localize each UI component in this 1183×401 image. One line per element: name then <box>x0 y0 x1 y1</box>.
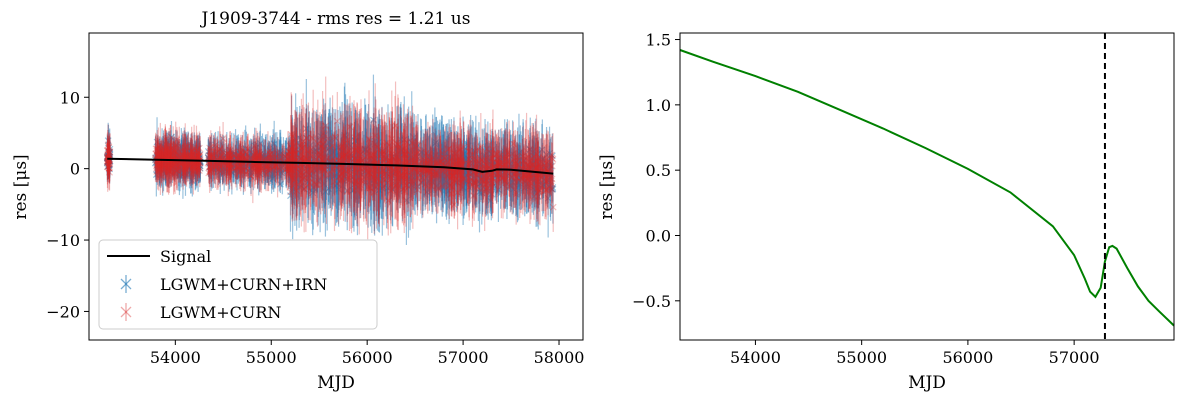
x-tick-label: 54000 <box>150 348 201 367</box>
y-ticks-right: −0.5 0.0 0.5 1.0 1.5 <box>632 31 680 311</box>
legend-box <box>98 239 378 330</box>
y-tick-label: 0.0 <box>646 226 671 245</box>
x-ticks-right: 54000 55000 56000 57000 <box>730 340 1100 367</box>
x-axis-label-right: MJD <box>908 373 946 393</box>
y-tick-label: −10 <box>46 231 80 250</box>
signal-line <box>107 157 554 175</box>
plot-frame-right <box>679 32 1175 341</box>
legend: Signal LGWM+CURN+IRN LGWM+CURN <box>98 239 378 330</box>
y-axis-label-left: res [μs] <box>11 154 31 219</box>
y-tick-label: −0.5 <box>632 292 671 311</box>
y-tick-label: −20 <box>46 302 80 321</box>
signal-curve <box>679 49 1175 327</box>
x-tick-label: 54000 <box>730 348 781 367</box>
legend-swatch-lgwm-curn <box>120 303 132 321</box>
y-tick-label: 0 <box>70 160 80 179</box>
x-tick-label: 55000 <box>246 348 297 367</box>
y-tick-label: 0.5 <box>646 161 671 180</box>
plot-frame-left <box>88 32 584 341</box>
x-ticks-left: 54000 55000 56000 57000 58000 <box>150 340 585 367</box>
y-tick-label: 1.5 <box>646 31 671 50</box>
legend-label-lgwm-curn-irn: LGWM+CURN+IRN <box>160 275 327 294</box>
x-tick-label: 55000 <box>836 348 887 367</box>
x-tick-label: 58000 <box>534 348 585 367</box>
legend-swatch-lgwm-curn-irn <box>120 275 132 293</box>
x-tick-label: 56000 <box>942 348 993 367</box>
y-tick-label: 10 <box>60 88 80 107</box>
signal-panel: 54000 55000 56000 57000 −0.5 0.0 0.5 1.0 1.5 MJ… <box>597 31 1175 393</box>
legend-label-lgwm-curn: LGWM+CURN <box>160 303 281 322</box>
y-ticks-left: −20 −10 0 10 <box>46 88 89 321</box>
y-axis-label-right: res [μs] <box>597 154 617 219</box>
chart-title-left: J1909-3744 - rms res = 1.21 us <box>200 9 471 29</box>
x-tick-label: 57000 <box>1049 348 1100 367</box>
x-tick-label: 57000 <box>438 348 489 367</box>
legend-label-signal: Signal <box>160 247 211 266</box>
y-tick-label: 1.0 <box>646 96 671 115</box>
x-tick-label: 56000 <box>342 348 393 367</box>
residuals-panel: 54000 55000 56000 57000 58000 −20 −10 0 10 J190… <box>11 9 584 393</box>
x-axis-label-left: MJD <box>317 373 355 393</box>
